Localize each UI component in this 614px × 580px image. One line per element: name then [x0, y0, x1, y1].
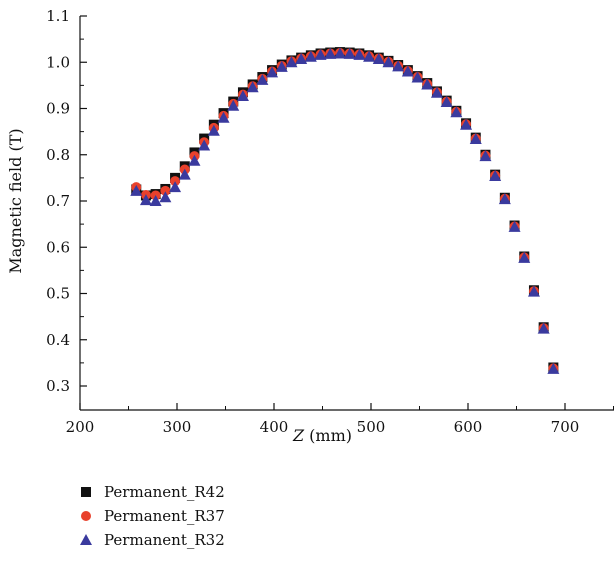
x-axis-unit: (mm): [304, 426, 352, 445]
data-point: [236, 90, 249, 102]
axes: [79, 16, 614, 411]
data-point: [372, 53, 385, 65]
x-tick-label: 200: [66, 418, 95, 436]
data-point: [285, 56, 298, 68]
series-permanent-r42: [131, 47, 559, 373]
y-tick-label: 0.4: [46, 331, 70, 349]
y-tick-label: 0.8: [46, 146, 70, 164]
data-point: [295, 53, 308, 65]
data-point: [430, 86, 443, 98]
legend-label: Permanent_R37: [104, 507, 225, 525]
data-point: [130, 184, 143, 196]
series-permanent-r37: [131, 48, 559, 374]
series-permanent-r32: [130, 47, 560, 374]
y-axis-title: Magnetic field (T): [6, 128, 25, 273]
legend-label: Permanent_R32: [104, 531, 225, 549]
data-point: [343, 47, 356, 59]
data-point: [324, 47, 337, 59]
legend-marker: [81, 487, 91, 497]
y-tick-label: 1.0: [46, 53, 70, 71]
data-point: [479, 150, 492, 162]
data-point: [353, 48, 366, 60]
data-point: [508, 220, 521, 232]
data-point: [188, 154, 201, 166]
data-point: [169, 181, 182, 193]
y-tick-label: 0.7: [46, 192, 70, 210]
legend-label: Permanent_R42: [104, 483, 225, 501]
data-points: [130, 47, 560, 374]
data-point: [333, 47, 346, 59]
legend: Permanent_R42 Permanent_R37 Permanent_R32: [80, 483, 225, 549]
data-point: [489, 170, 502, 182]
data-point: [139, 194, 152, 206]
data-point: [198, 139, 211, 151]
data-point: [178, 168, 191, 180]
data-point: [266, 66, 279, 78]
axis-titles: Z (mm) Magnetic field (T): [6, 128, 352, 445]
data-point: [275, 60, 288, 72]
data-point: [246, 81, 259, 93]
y-tick-label: 0.9: [46, 100, 70, 118]
data-point: [314, 48, 327, 60]
data-point: [498, 193, 511, 205]
x-tick-label: 500: [357, 418, 386, 436]
data-point: [256, 73, 269, 85]
data-point: [149, 195, 162, 206]
data-point: [160, 185, 171, 196]
data-point: [363, 50, 376, 62]
data-point: [421, 78, 434, 90]
x-axis-title: Z (mm): [292, 426, 352, 445]
data-point: [170, 176, 181, 187]
data-point: [537, 322, 550, 334]
x-axis-variable: Z: [292, 426, 305, 445]
x-tick-label: 400: [260, 418, 289, 436]
y-tick-label: 0.3: [46, 377, 70, 395]
data-point: [469, 133, 482, 145]
data-point: [159, 191, 172, 203]
data-point: [411, 71, 424, 83]
y-tick-label: 0.5: [46, 285, 70, 303]
x-tick-label: 300: [163, 418, 192, 436]
data-point: [217, 111, 230, 123]
data-point: [401, 65, 414, 77]
y-tick-label: 1.1: [46, 7, 70, 25]
ticks: 0.3 0.4 0.5 0.6 0.7 0.8 0.9 1.0 1.1 200 300 400 500 6…: [46, 7, 614, 436]
legend-marker: [81, 511, 91, 521]
data-point: [440, 96, 453, 108]
data-point: [304, 50, 317, 62]
data-point: [527, 285, 540, 297]
x-tick-label: 700: [551, 418, 580, 436]
y-tick-label: 0.6: [46, 238, 70, 256]
data-point: [207, 124, 220, 136]
data-point: [392, 60, 405, 72]
data-point: [382, 56, 395, 68]
data-point: [518, 251, 531, 263]
x-tick-label: 600: [454, 418, 483, 436]
legend-marker: [80, 534, 92, 545]
data-point: [450, 106, 463, 118]
data-point: [227, 99, 240, 111]
data-point: [547, 362, 560, 374]
data-point: [460, 118, 473, 130]
